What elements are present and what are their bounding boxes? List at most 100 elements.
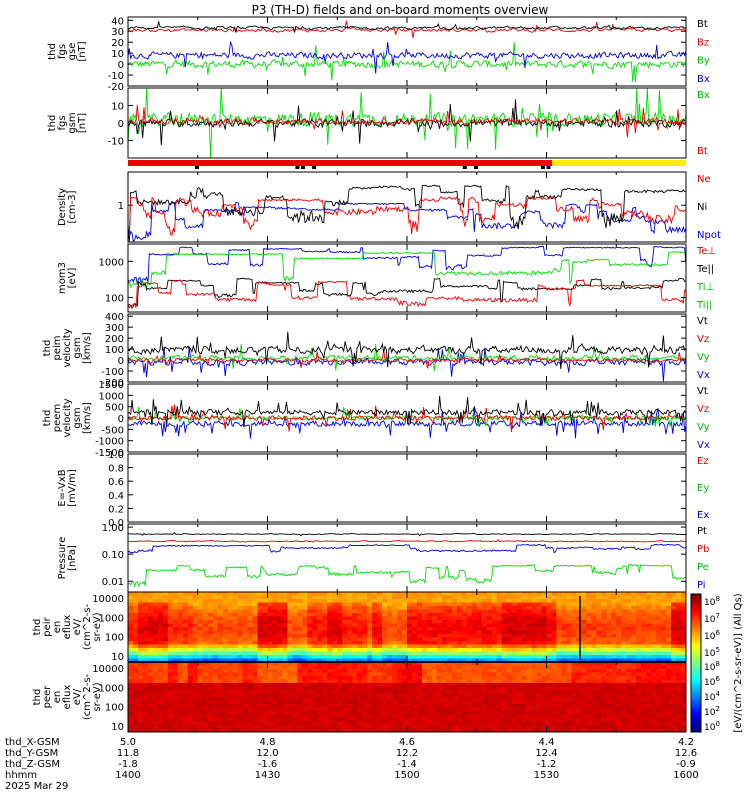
spectrogram-cell	[157, 683, 164, 687]
spectrogram-cell	[511, 623, 518, 628]
spectrogram-cell	[521, 686, 527, 691]
colorbar-tick-label: 108	[704, 660, 720, 673]
spectrogram-cell	[461, 606, 468, 610]
spectrogram-cell	[332, 700, 338, 705]
spectrogram-cell	[172, 707, 179, 712]
spectrogram-cell	[222, 721, 229, 726]
colorbar-swatch	[691, 720, 701, 724]
spectrogram-cell	[257, 679, 263, 684]
spectrogram-cell	[576, 609, 582, 614]
spectrogram-cell	[411, 690, 418, 694]
spectrogram-cell	[302, 609, 308, 614]
spectrogram-cell	[252, 592, 258, 596]
spectrogram-cell	[332, 637, 338, 642]
spectrogram-cell	[601, 630, 607, 635]
spectrogram-cell	[372, 655, 378, 659]
spectrogram-cell	[292, 595, 298, 600]
spectrogram-cell	[671, 693, 677, 698]
spectrogram-cell	[466, 718, 473, 722]
spectrogram-cell	[526, 651, 532, 656]
spectrogram-cell	[681, 679, 687, 684]
spectrogram-cell	[232, 721, 239, 726]
spectrogram-cell	[516, 714, 522, 719]
spectrogram-cell	[551, 641, 557, 645]
spectrogram-cell	[142, 707, 149, 712]
spectrogram-cell	[646, 679, 652, 684]
spectrogram-cell	[307, 690, 313, 694]
spectrogram-cell	[526, 711, 532, 715]
spectrogram-cell	[167, 644, 174, 649]
spectrogram-cell	[302, 686, 308, 691]
spectrogram-cell	[217, 606, 224, 610]
spectrogram-cell	[287, 609, 293, 614]
spectrogram-cell	[162, 658, 169, 663]
spectrogram-cell	[521, 623, 527, 628]
spectrogram-cell	[282, 672, 288, 677]
spectrogram-cell	[426, 672, 433, 677]
spectrogram-cell	[521, 665, 527, 670]
spectrogram-cell	[646, 676, 652, 680]
spectrogram-cell	[217, 609, 224, 614]
spectrogram-cell	[641, 634, 647, 638]
spectrogram-cell	[292, 700, 298, 705]
spectrogram-cell	[337, 606, 343, 610]
spectrogram-cell	[416, 718, 423, 722]
spectrogram-cell	[436, 609, 443, 614]
spectrogram-cell	[132, 599, 139, 603]
spectrogram-cell	[272, 683, 278, 687]
spectrogram-cell	[387, 725, 393, 729]
spectrogram-cell	[471, 623, 478, 628]
spectrogram-cell	[656, 609, 662, 614]
spectrogram-cell	[441, 662, 448, 666]
spectrogram-cell	[392, 627, 398, 631]
spectrogram-cell	[661, 725, 667, 729]
spectrogram-cell	[207, 602, 214, 607]
colorbar-tick-label: 104	[704, 690, 720, 703]
spectrogram-cell	[407, 644, 413, 649]
spectrogram-cell	[636, 665, 642, 670]
spectrogram-cell	[471, 592, 478, 596]
spectrogram-cell	[596, 651, 602, 656]
spectrogram-cell	[631, 602, 637, 607]
spectrogram-cell	[521, 693, 527, 698]
spectrogram-cell	[466, 697, 473, 701]
spectrogram-cell	[681, 592, 687, 596]
spectrogram-cell	[172, 634, 179, 638]
spectrogram-cell	[581, 602, 587, 607]
spectrogram-cell	[397, 725, 403, 729]
spectrogram-cell	[257, 714, 263, 719]
spectrogram-cell	[616, 683, 622, 687]
spectrogram-cell	[387, 672, 393, 677]
spectrogram-cell	[601, 599, 607, 603]
spectrogram-cell	[237, 676, 243, 680]
spectrogram-cell	[536, 672, 542, 677]
spectrogram-cell	[162, 606, 169, 610]
spectrogram-cell	[481, 620, 488, 624]
spectrogram-cell	[681, 714, 687, 719]
spectrogram-cell	[621, 683, 627, 687]
spectrogram-cell	[167, 697, 174, 701]
spectrogram-cell	[128, 620, 134, 624]
spectrogram-cell	[392, 623, 398, 628]
spectrogram-cell	[257, 690, 263, 694]
spectrogram-cell	[551, 651, 557, 656]
spectrogram-cell	[666, 700, 672, 705]
spectrogram-cell	[192, 676, 199, 680]
spectrogram-cell	[611, 672, 617, 677]
spectrogram-cell	[531, 662, 537, 666]
spectrogram-cell	[142, 637, 149, 642]
spectrogram-cell	[631, 613, 637, 617]
spectrogram-cell	[421, 609, 428, 614]
spectrogram-cell	[591, 634, 597, 638]
spectrogram-cell	[402, 658, 408, 663]
spectrogram-cell	[526, 672, 532, 677]
spectrogram-cell	[491, 620, 498, 624]
spectrogram-cell	[287, 602, 293, 607]
spectrogram-cell	[501, 700, 508, 705]
spectrogram-cell	[561, 662, 567, 666]
spectrogram-cell	[292, 627, 298, 631]
y-axis-label: [nPa]	[67, 545, 78, 571]
spectrogram-cell	[152, 662, 159, 666]
colorbar-swatch	[691, 621, 701, 625]
spectrogram-cell	[342, 592, 348, 596]
